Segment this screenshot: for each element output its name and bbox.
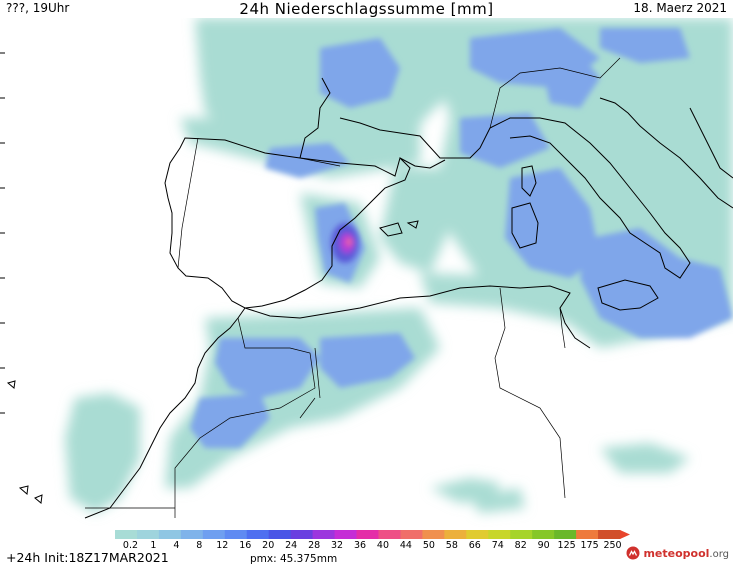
legend-swatch — [158, 530, 182, 539]
max-precip-label: pmx: 45.375mm — [250, 553, 338, 565]
legend-swatch — [180, 530, 204, 539]
legend-swatch — [576, 530, 599, 539]
legend-label: 175 — [580, 540, 599, 551]
legend-label: 90 — [537, 540, 550, 551]
canary-islands — [6, 380, 43, 504]
heavy-precip-spot — [331, 223, 359, 263]
legend-colorbar — [115, 530, 630, 539]
logo-icon — [626, 546, 640, 560]
legend-label: 20 — [262, 540, 275, 551]
corsica-coast — [521, 165, 537, 197]
legend-label: 28 — [308, 540, 321, 551]
meteopool-logo[interactable]: meteopool.org — [626, 546, 729, 560]
legend-swatch — [290, 530, 314, 539]
legend-swatch — [378, 530, 401, 539]
date-label: 18. Maerz 2021 — [633, 1, 727, 15]
legend-swatch — [312, 530, 336, 539]
legend-swatch — [444, 530, 467, 539]
legend-swatch — [488, 530, 511, 539]
iberia-coast — [164, 137, 411, 309]
precipitation-map — [6, 18, 733, 519]
latitude-ticks — [0, 52, 5, 414]
balkan-coast — [689, 107, 733, 179]
legend-label: 44 — [399, 540, 412, 551]
legend-label: 32 — [331, 540, 344, 551]
legend-swatch — [598, 530, 621, 539]
logo-text: meteopool.org — [643, 546, 729, 560]
sicily-coast — [597, 279, 659, 311]
legend-label: 36 — [353, 540, 367, 551]
legend-swatch — [422, 530, 445, 539]
legend-swatch — [334, 530, 358, 539]
legend-swatch — [246, 530, 270, 539]
africa-coast — [84, 285, 591, 519]
legend-label: 82 — [514, 540, 527, 551]
legend-label: 24 — [285, 540, 298, 551]
legend-label: 66 — [468, 540, 481, 551]
legend-swatch — [356, 530, 379, 539]
legend-label: 1 — [150, 540, 157, 551]
legend-swatch — [115, 530, 138, 539]
legend-label: 16 — [239, 540, 252, 551]
valid-time-label: ???, 19Uhr — [6, 1, 70, 15]
legend-label: 125 — [557, 540, 576, 551]
balearic-coast — [379, 220, 419, 237]
sardinia-coast — [511, 202, 539, 249]
legend-swatch — [466, 530, 489, 539]
legend-swatch — [268, 530, 292, 539]
init-time-label: +24h Init:18Z17MAR2021 — [6, 550, 169, 565]
france-coast — [299, 77, 491, 169]
legend-swatch — [510, 530, 533, 539]
legend-label: 8 — [196, 540, 203, 551]
legend-label: 40 — [376, 540, 390, 551]
legend-arrow — [620, 530, 630, 539]
italy-coast — [489, 97, 733, 279]
legend-swatch — [400, 530, 423, 539]
moderate-precip-area — [190, 28, 733, 448]
map-title: 24h Niederschlagssumme [mm] — [239, 0, 494, 18]
legend-swatch — [554, 530, 577, 539]
legend-label: 74 — [491, 540, 504, 551]
country-borders — [85, 57, 621, 518]
coastlines — [6, 77, 733, 519]
legend-label: 50 — [422, 540, 435, 551]
legend-swatch — [532, 530, 555, 539]
legend-label: 58 — [445, 540, 458, 551]
legend-label: 250 — [603, 540, 622, 551]
legend-swatch — [202, 530, 226, 539]
legend-label: 4 — [173, 540, 180, 551]
legend-swatch — [136, 530, 160, 539]
legend-label: 12 — [216, 540, 229, 551]
legend-label: 0.2 — [122, 540, 139, 551]
legend-swatch — [224, 530, 248, 539]
